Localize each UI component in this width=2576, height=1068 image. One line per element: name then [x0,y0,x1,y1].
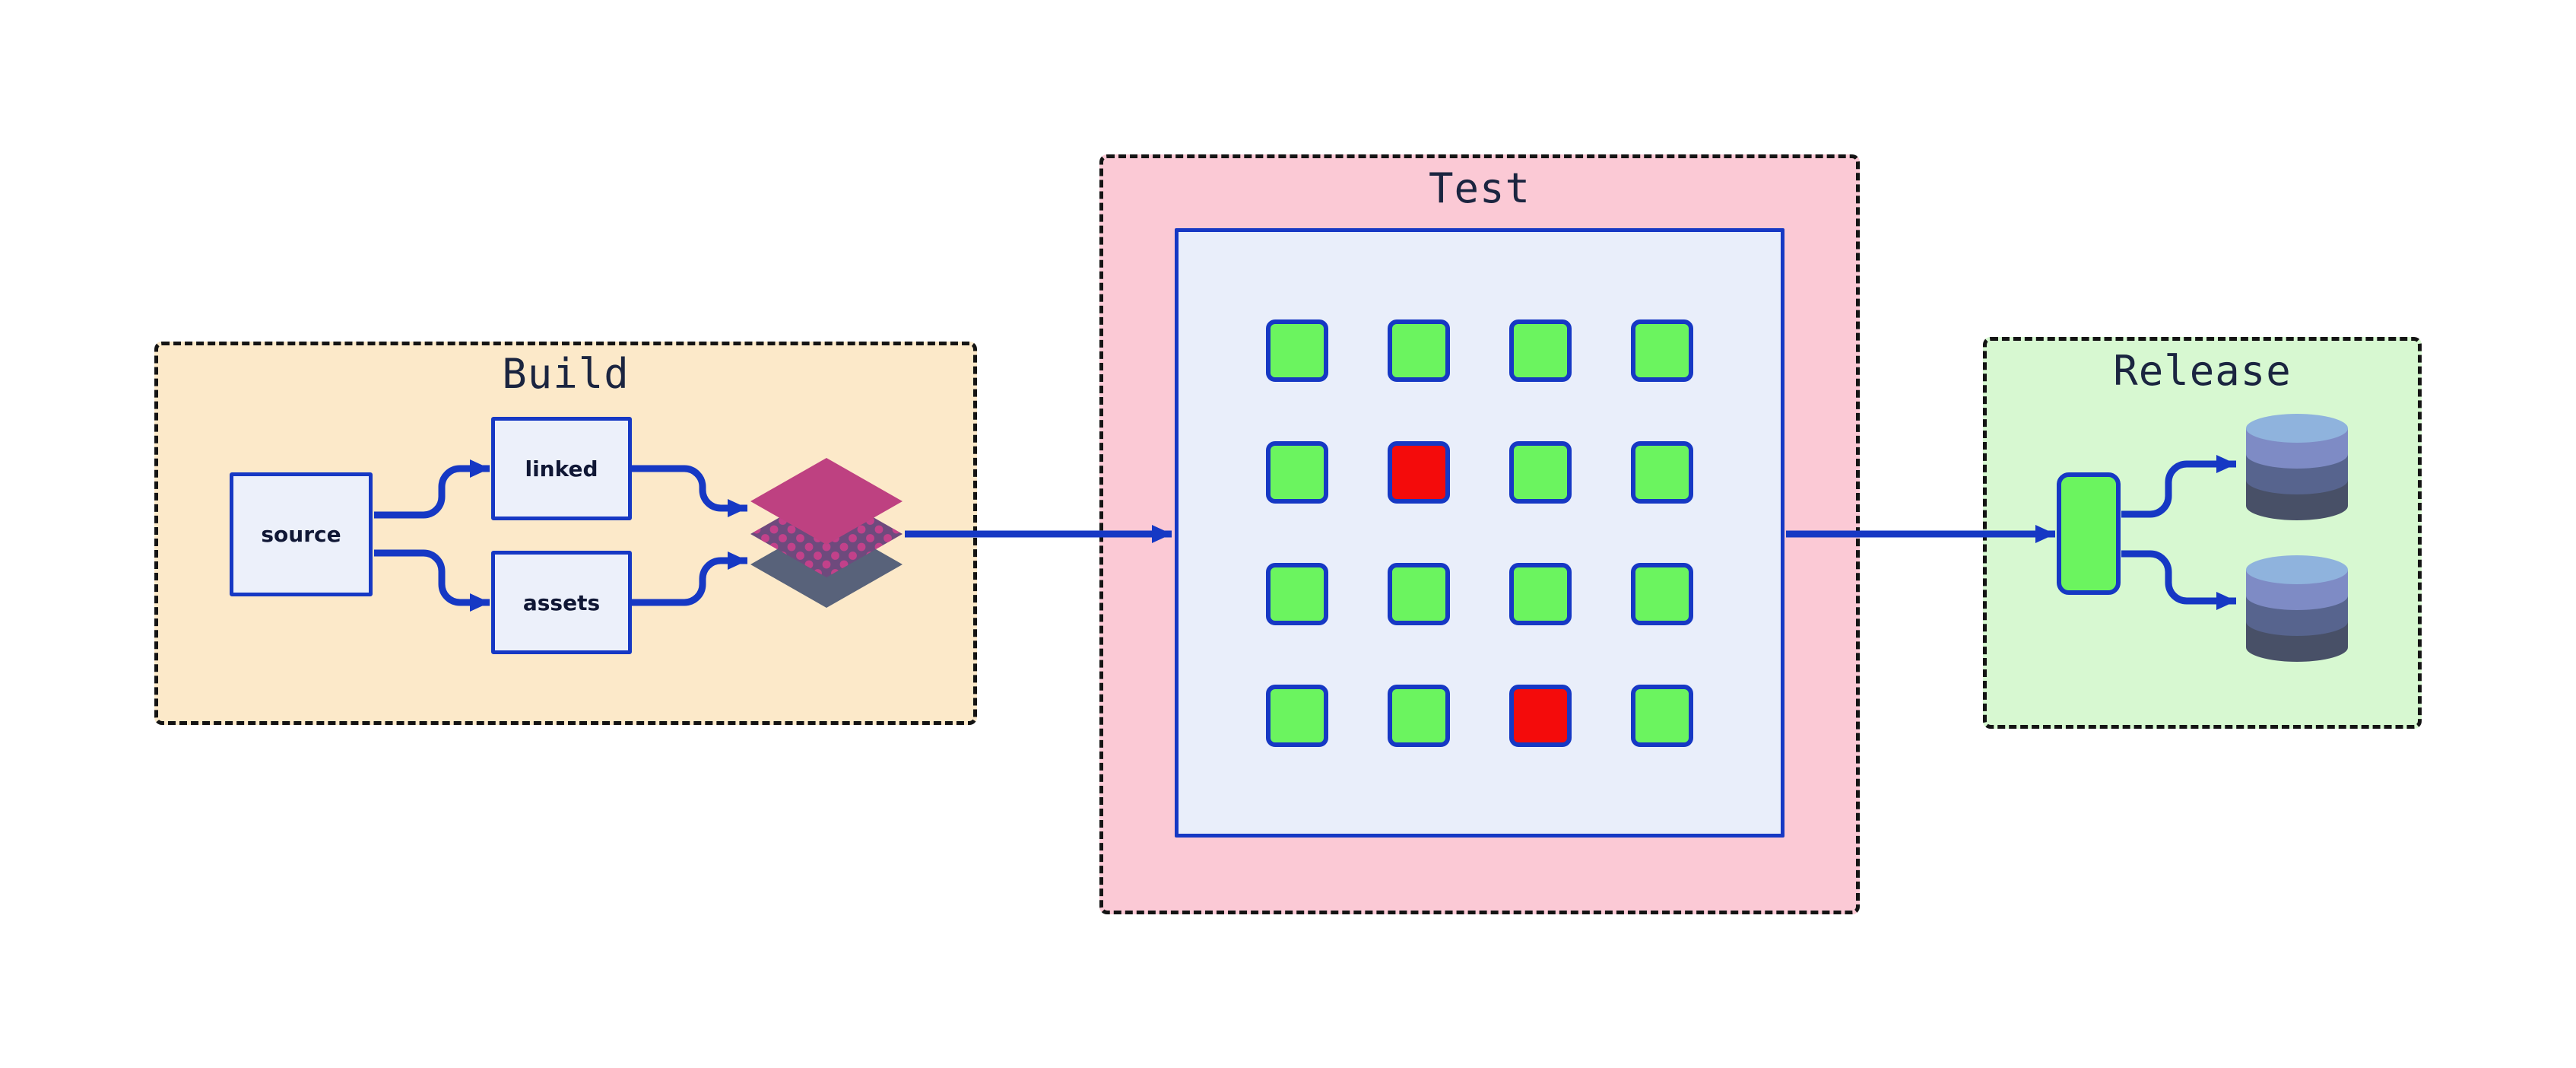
node-linked-label: linked [525,456,598,482]
node-assets-label: assets [522,590,601,615]
test-cell-r3c1-pass [1266,563,1328,625]
test-cell-r4c2-pass [1388,685,1450,747]
test-cell-r2c2-fail [1388,441,1450,504]
node-assets: assets [491,551,632,654]
test-cell-r4c3-fail [1509,685,1572,747]
test-cell-r3c2-pass [1388,563,1450,625]
test-section-title: Test [1428,164,1531,212]
test-cell-r1c2-pass [1388,319,1450,382]
release-section-title: Release [2113,347,2292,395]
node-source: source [230,472,373,596]
test-cell-r4c4-pass [1631,685,1693,747]
test-panel [1175,228,1784,838]
node-source-label: source [261,522,341,547]
test-cell-r1c1-pass [1266,319,1328,382]
test-cell-r3c3-pass [1509,563,1572,625]
node-linked: linked [491,417,632,520]
build-section-title: Build [502,350,630,398]
test-cell-r2c3-pass [1509,441,1572,504]
test-cell-r4c1-pass [1266,685,1328,747]
test-cell-r3c4-pass [1631,563,1693,625]
test-cell-r2c4-pass [1631,441,1693,504]
test-cell-r2c1-pass [1266,441,1328,504]
test-cell-r1c3-pass [1509,319,1572,382]
green-pill-icon [2057,472,2121,595]
test-result-grid [1266,319,1693,747]
release-section [1983,337,2422,729]
test-cell-r1c4-pass [1631,319,1693,382]
